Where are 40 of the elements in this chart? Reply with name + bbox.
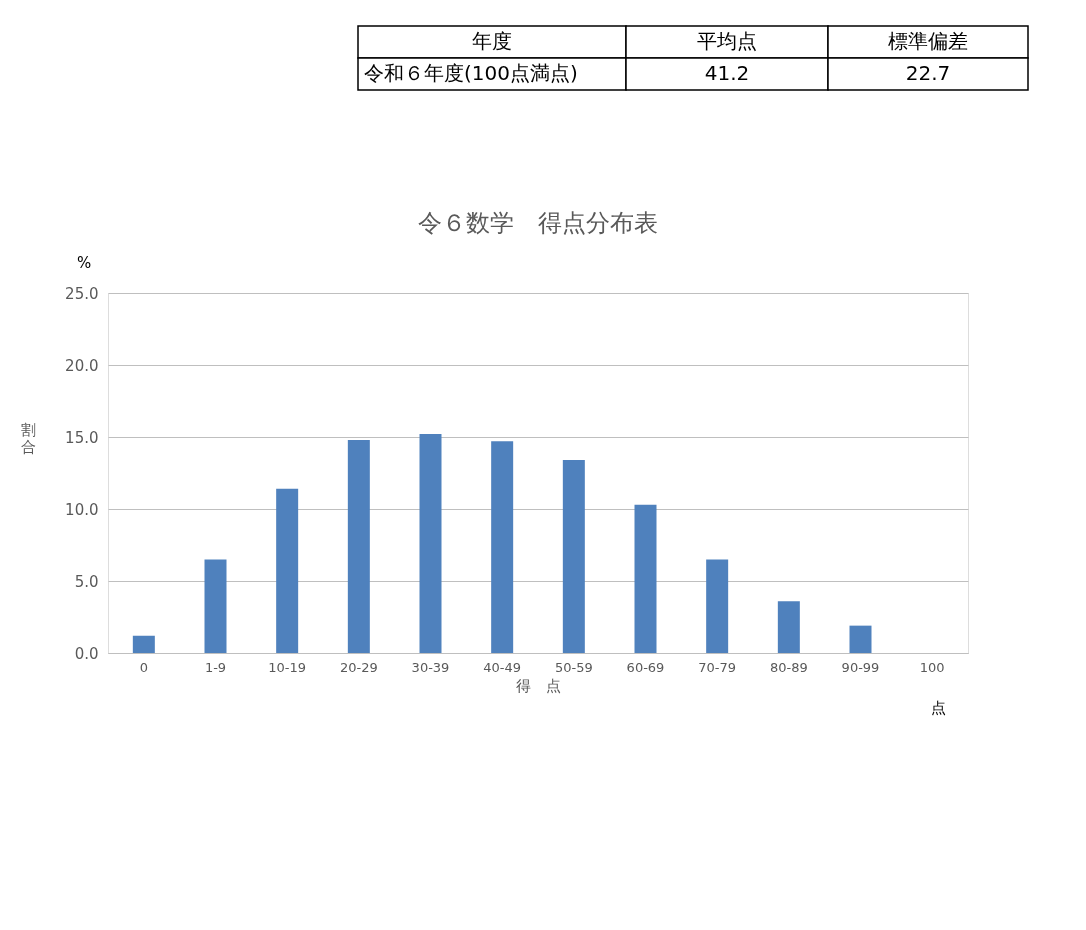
bar — [132, 635, 155, 653]
y-axis-title: 割合 — [21, 420, 36, 456]
text: % — [76, 254, 92, 272]
x-tick-label: 1-9 — [204, 659, 227, 675]
bar — [419, 434, 442, 653]
y-tick-label: 15.0 — [65, 428, 99, 447]
bar — [204, 559, 227, 653]
x-tick-label: 0 — [139, 659, 148, 675]
y-tick-label: 25.0 — [65, 284, 99, 303]
bar — [347, 439, 370, 653]
x-tick-label: 90-99 — [841, 659, 880, 675]
y-tick-label: 10.0 — [65, 500, 99, 519]
x-tick-label: 80-89 — [769, 659, 808, 675]
x-tick-label: 60-69 — [626, 659, 665, 675]
x-axis-title: 得 点 — [516, 676, 561, 695]
text: 点 — [930, 699, 946, 717]
bar — [276, 488, 299, 653]
text: 令和６年度(100点満点) — [364, 61, 578, 85]
bar — [562, 460, 585, 653]
x-tick-label: 50-59 — [554, 659, 593, 675]
text: 41.2 — [704, 61, 750, 85]
y-tick-label: 5.0 — [74, 572, 99, 591]
text: 平均点 — [697, 29, 757, 53]
x-tick-label: 40-49 — [483, 659, 522, 675]
bar — [634, 504, 657, 653]
bar — [491, 441, 514, 653]
x-tick-label: 20-29 — [339, 659, 378, 675]
x-tick-label: 30-39 — [411, 659, 450, 675]
y-tick-label: 0.0 — [74, 644, 99, 663]
bar — [777, 601, 800, 653]
text: 標準偏差 — [888, 29, 968, 53]
text: 年度 — [472, 29, 512, 53]
text: 22.7 — [905, 61, 951, 85]
y-tick-label: 20.0 — [65, 356, 99, 375]
x-tick-label: 70-79 — [698, 659, 737, 675]
bar — [849, 625, 872, 653]
chart-title: 令６数学 得点分布表 — [418, 209, 658, 237]
x-tick-label: 10-19 — [268, 659, 307, 675]
x-tick-label: 100 — [919, 659, 945, 675]
bar — [706, 559, 729, 653]
